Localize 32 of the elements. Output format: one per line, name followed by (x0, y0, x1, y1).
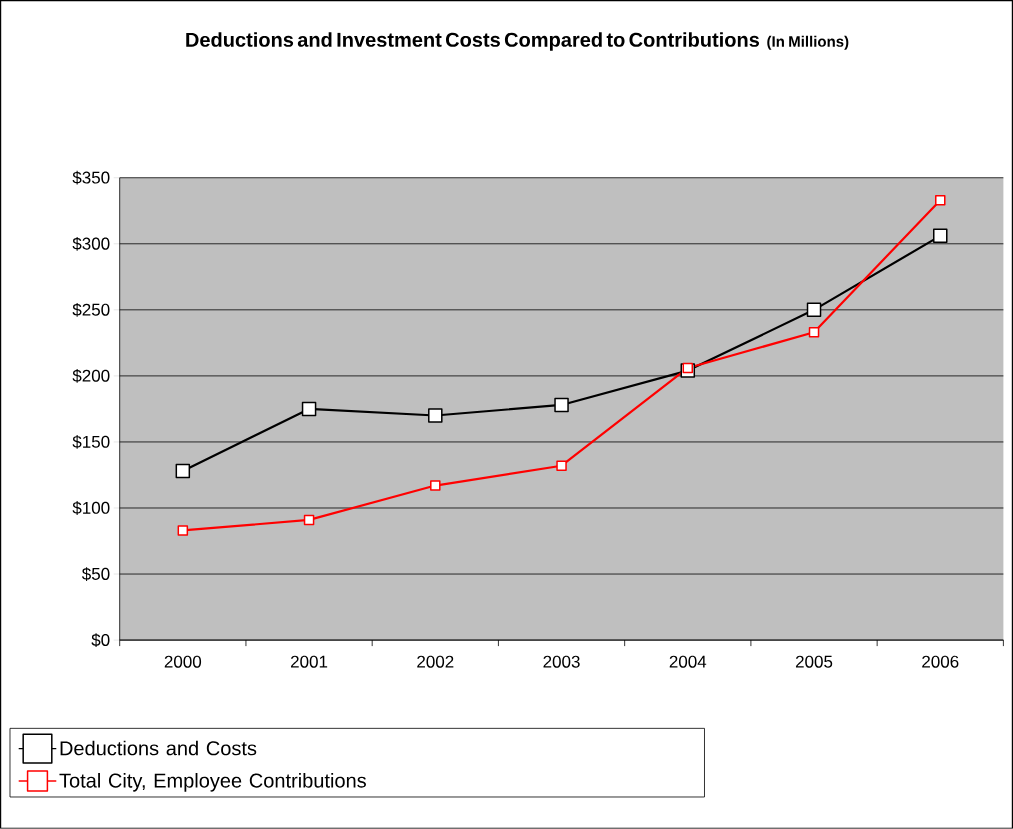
y-tick-label: $0 (91, 633, 110, 648)
x-tick-label: 2000 (164, 655, 202, 668)
y-tick-label: $250 (72, 303, 110, 317)
point (808, 327, 820, 338)
point (933, 228, 948, 244)
y-tick-label: $100 (72, 501, 110, 515)
point (301, 401, 317, 417)
point (303, 514, 315, 526)
legend-label: Deductions and Costs (60, 740, 257, 756)
point (430, 480, 441, 491)
x-tick-label: 2006 (922, 655, 959, 668)
y-tick-label: $150 (72, 435, 110, 449)
y-tick-label: $50 (81, 567, 110, 582)
x-tick-label: 2003 (543, 655, 580, 668)
x-tick-label: 2004 (669, 655, 707, 668)
point (175, 463, 191, 479)
point (935, 195, 946, 206)
point (556, 460, 567, 472)
y-tick-label: $300 (72, 236, 110, 251)
legend-label: Total City, Employee Contributions (59, 773, 366, 792)
point (428, 408, 443, 423)
point (554, 397, 569, 413)
x-tick-label: 2002 (417, 655, 454, 668)
x-tick-label: 2005 (795, 655, 833, 668)
x-tick-label: 2001 (291, 655, 328, 668)
y-tick-label: $350 (72, 170, 110, 185)
point (682, 362, 694, 374)
point (177, 525, 189, 536)
chart-title: Deductions and Investment Costs Compared to Contributions (186, 32, 760, 51)
chart-subtitle: (In Millions) (767, 35, 849, 50)
point (806, 302, 822, 318)
y-tick-label: $200 (72, 369, 110, 383)
